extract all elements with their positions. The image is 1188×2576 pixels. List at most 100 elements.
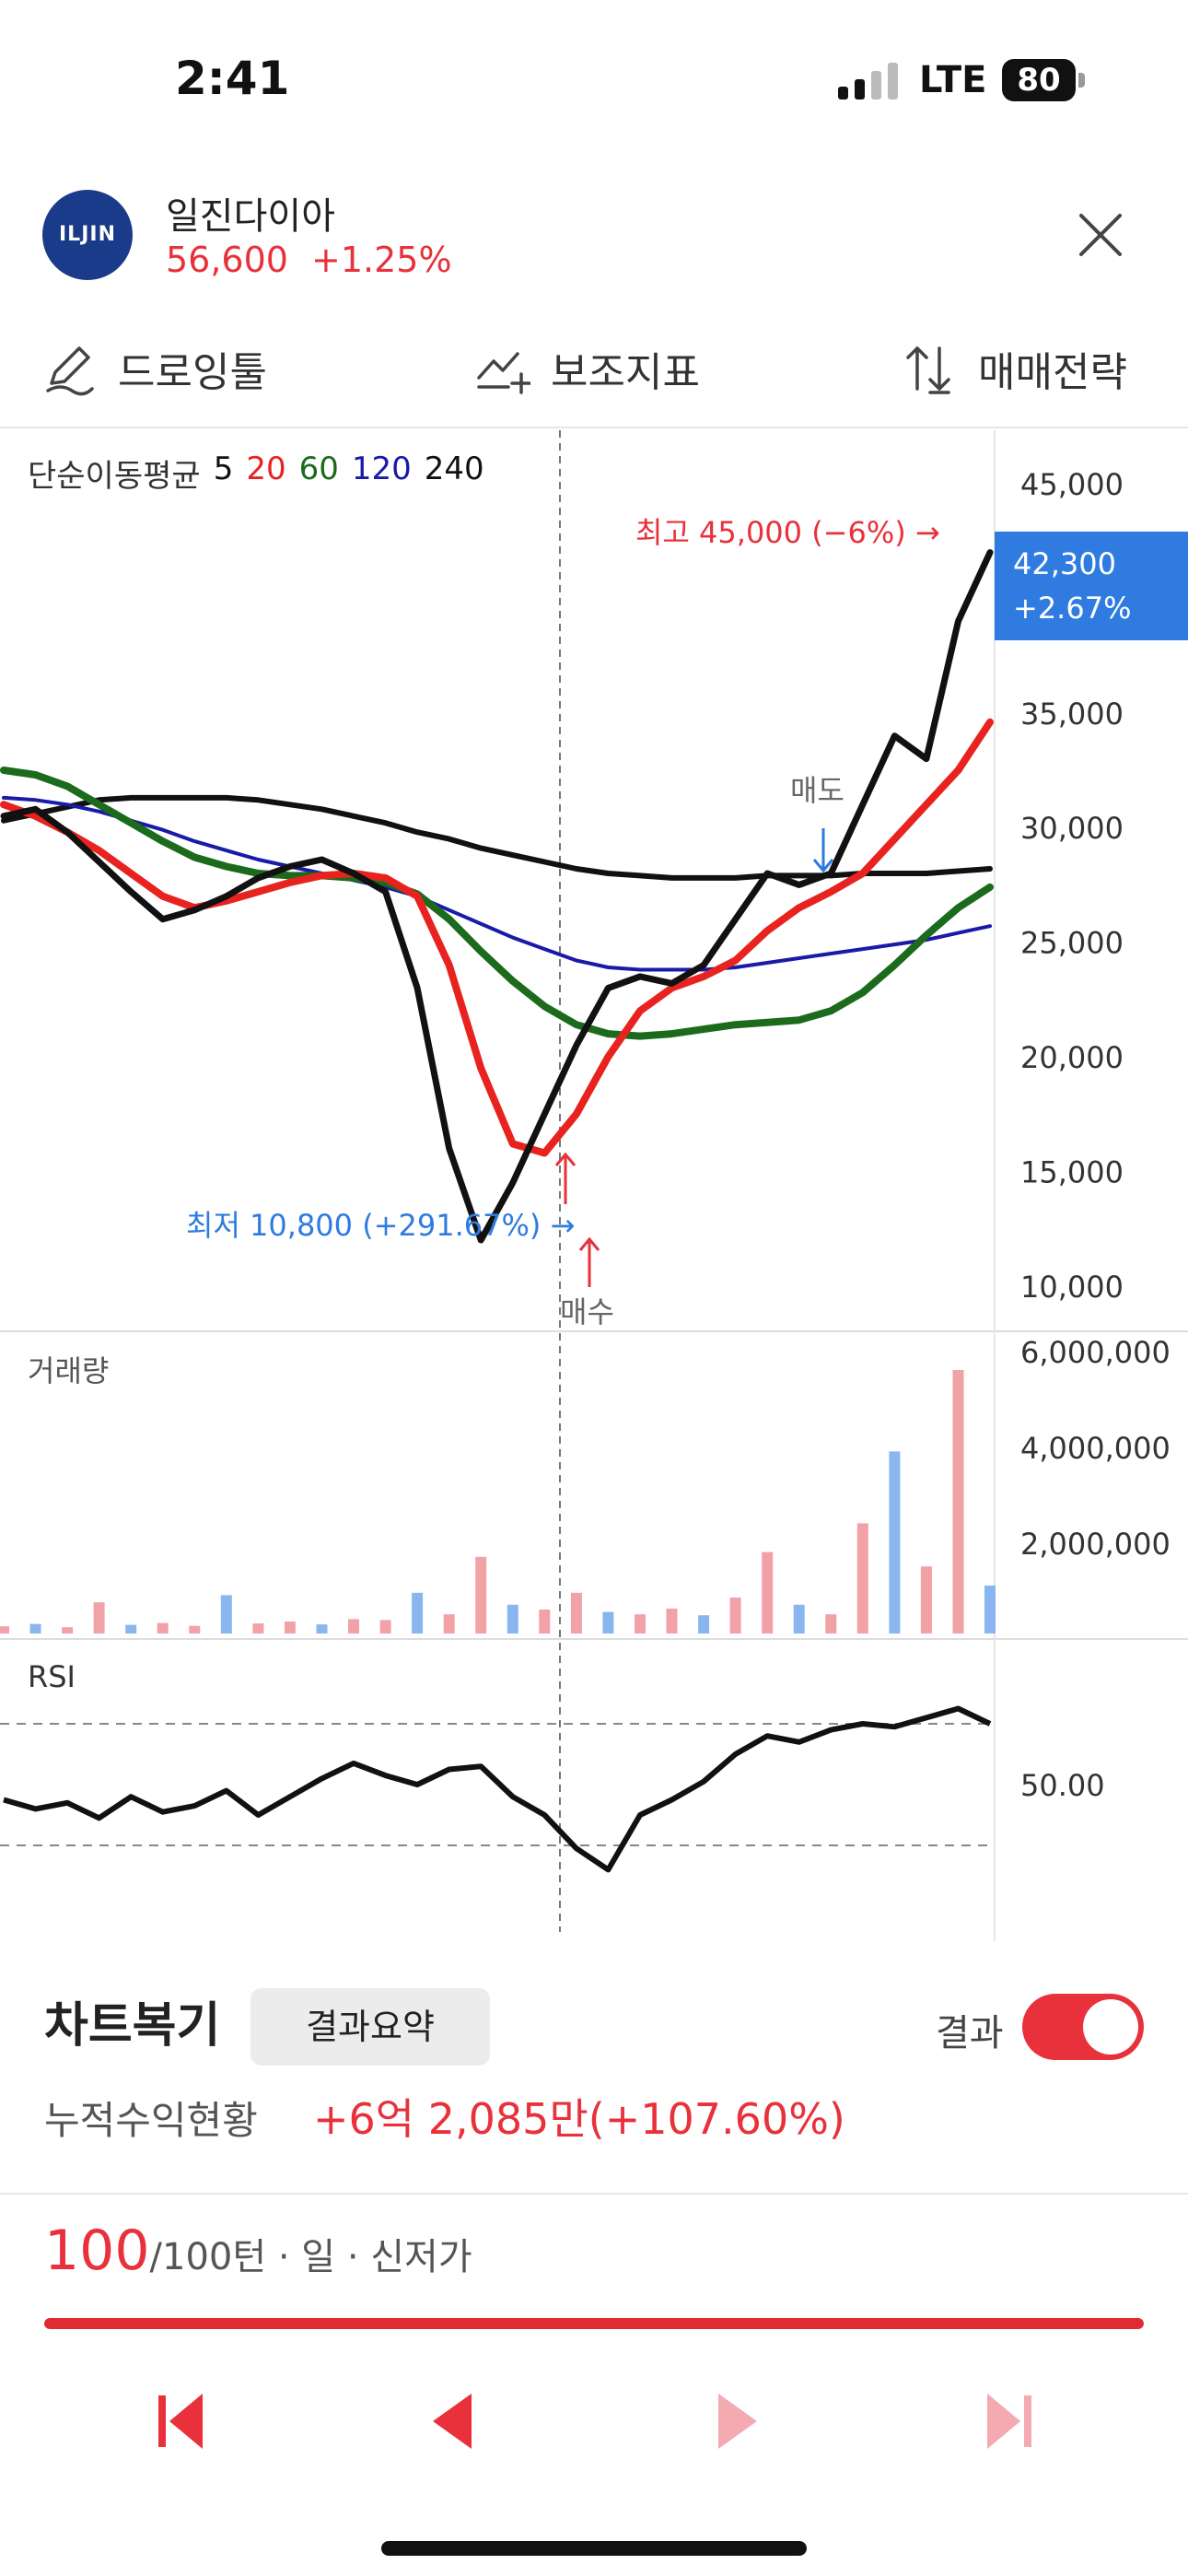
ma-legend-240: 240	[424, 451, 484, 487]
volume-bar	[539, 1610, 551, 1633]
drawing-tool-button[interactable]: 드로잉툴	[42, 336, 267, 401]
playback-controls	[0, 2375, 1188, 2467]
turn-counter: 100 /100턴 · 일 · 신저가	[44, 2219, 472, 2283]
accum-profit-label: 누적수익현황	[44, 2098, 258, 2143]
rsi-polyline	[3, 1705, 992, 1873]
turn-progress-bar	[44, 2318, 1144, 2329]
moving-average-lines	[0, 549, 994, 1244]
turn-rest: /100턴 · 일 · 신저가	[149, 2236, 472, 2278]
ma-legend-120: 120	[351, 451, 412, 487]
chart-plus-icon	[477, 352, 530, 394]
step-forward-icon[interactable]	[693, 2375, 785, 2467]
network-label: LTE	[919, 59, 987, 101]
volume-bar	[284, 1622, 296, 1633]
volume-bar	[0, 1626, 9, 1633]
chart-canvas[interactable]: 45,00040,00035,00030,00025,00020,00015,0…	[0, 430, 1188, 1941]
price-axis-tick: 15,000	[1020, 1154, 1124, 1189]
price-axis-tick: 25,000	[1020, 926, 1124, 961]
current-price: 42,300	[1013, 546, 1116, 581]
volume-bar	[698, 1615, 710, 1633]
volume-bar	[316, 1624, 328, 1633]
volume-bar	[443, 1614, 455, 1633]
result-summary-button[interactable]: 결과요약	[250, 1988, 490, 2066]
price-axis-tick: 45,000	[1020, 467, 1124, 502]
company-logo: ILJIN	[42, 190, 133, 280]
sell-arrow-icon	[812, 828, 834, 873]
stock-price: 56,600	[166, 240, 288, 280]
pencil-icon	[46, 346, 94, 396]
volume-bar	[379, 1620, 391, 1633]
stock-header: ILJIN 일진다이아 56,600 +1.25%	[0, 175, 1188, 295]
volume-panel-label: 거래량	[28, 1353, 109, 1388]
volume-bar	[348, 1619, 359, 1633]
buy-marker-label: 매수	[560, 1294, 614, 1329]
buy-arrow-icon-2	[578, 1236, 600, 1287]
volume-bar	[952, 1370, 964, 1633]
battery-level: 80	[1002, 59, 1076, 101]
sort-arrows-icon	[906, 346, 950, 394]
result-toggle-label: 결과	[936, 2012, 1004, 2055]
ma-legend-periods: 5 20 60 120 240	[214, 451, 484, 496]
stock-name: 일진다이아	[166, 195, 335, 238]
rsi-panel-label: RSI	[28, 1659, 76, 1694]
buy-arrow-icon	[554, 1152, 577, 1204]
ma-legend-60: 60	[298, 451, 339, 487]
stock-change: +1.25%	[311, 240, 452, 280]
accum-profit-value: +6억 2,085만(+107.60%)	[313, 2094, 845, 2144]
status-time: 2:41	[175, 52, 290, 105]
volume-bar	[189, 1625, 201, 1633]
volume-bar	[666, 1609, 678, 1633]
rsi-line	[3, 1705, 992, 1873]
price-axis-tick: 20,000	[1020, 1040, 1124, 1075]
volume-bar	[635, 1614, 646, 1633]
sell-marker-label: 매도	[790, 773, 844, 808]
current-price-tag	[995, 532, 1188, 640]
ma-line-120	[2, 795, 992, 972]
high-annotation: 최고 45,000 (−6%) →	[635, 515, 940, 550]
replay-panel: 차트복기 결과요약 결과 누적수익현황 +6억 2,085만(+107.60%)…	[0, 1942, 1188, 2576]
volume-bar	[762, 1551, 774, 1633]
volume-bar	[29, 1623, 41, 1633]
volume-bar	[920, 1566, 932, 1633]
status-bar: 2:41 LTE 80	[0, 0, 1188, 157]
volume-bar	[125, 1624, 137, 1633]
indicator-label: 보조지표	[551, 349, 700, 396]
volume-bar	[793, 1604, 805, 1633]
stock-chart[interactable]: 45,00040,00035,00030,00025,00020,00015,0…	[0, 430, 1188, 1941]
home-indicator	[381, 2541, 807, 2556]
volume-axis-tick: 6,000,000	[1020, 1335, 1171, 1370]
step-back-icon[interactable]	[405, 2375, 497, 2467]
battery-icon: 80	[1002, 59, 1085, 101]
ma-legend-title: 단순이동평균	[28, 458, 201, 495]
panel-title: 차트복기	[44, 1998, 221, 2054]
skip-to-start-icon[interactable]	[134, 2375, 227, 2467]
volume-axis-tick: 4,000,000	[1020, 1431, 1171, 1466]
volume-bar	[856, 1523, 868, 1633]
ma-line-5	[0, 549, 994, 1244]
volume-bar	[889, 1451, 901, 1633]
drawing-tool-label: 드로잉툴	[118, 349, 267, 396]
turn-progress-fill	[44, 2318, 1144, 2329]
volume-bar	[220, 1595, 232, 1633]
volume-bar	[252, 1623, 264, 1633]
indicator-button[interactable]: 보조지표	[475, 336, 700, 401]
volume-bar	[93, 1602, 105, 1633]
rsi-tick-label: 50.00	[1020, 1768, 1105, 1803]
result-toggle[interactable]	[1022, 1994, 1144, 2060]
turn-current: 100	[44, 2219, 150, 2283]
volume-bar	[602, 1611, 614, 1633]
ma-line-20	[0, 718, 994, 1157]
low-annotation: 최저 10,800 (+291.67%) →	[186, 1208, 575, 1243]
signal-icon	[838, 63, 898, 100]
skip-to-end-icon[interactable]	[963, 2375, 1055, 2467]
volume-bar	[507, 1604, 518, 1633]
current-change: +2.67%	[1013, 591, 1131, 626]
trade-strategy-label: 매매전략	[978, 349, 1127, 396]
close-icon[interactable]	[1068, 203, 1133, 267]
volume-bar	[157, 1622, 169, 1633]
volume-bar	[412, 1592, 424, 1633]
price-axis-tick: 10,000	[1020, 1270, 1124, 1305]
trade-strategy-button[interactable]: 매매전략	[903, 336, 1127, 401]
chart-toolbar: 드로잉툴 보조지표 매매전략	[0, 318, 1188, 428]
ma-line-60	[0, 767, 994, 1040]
